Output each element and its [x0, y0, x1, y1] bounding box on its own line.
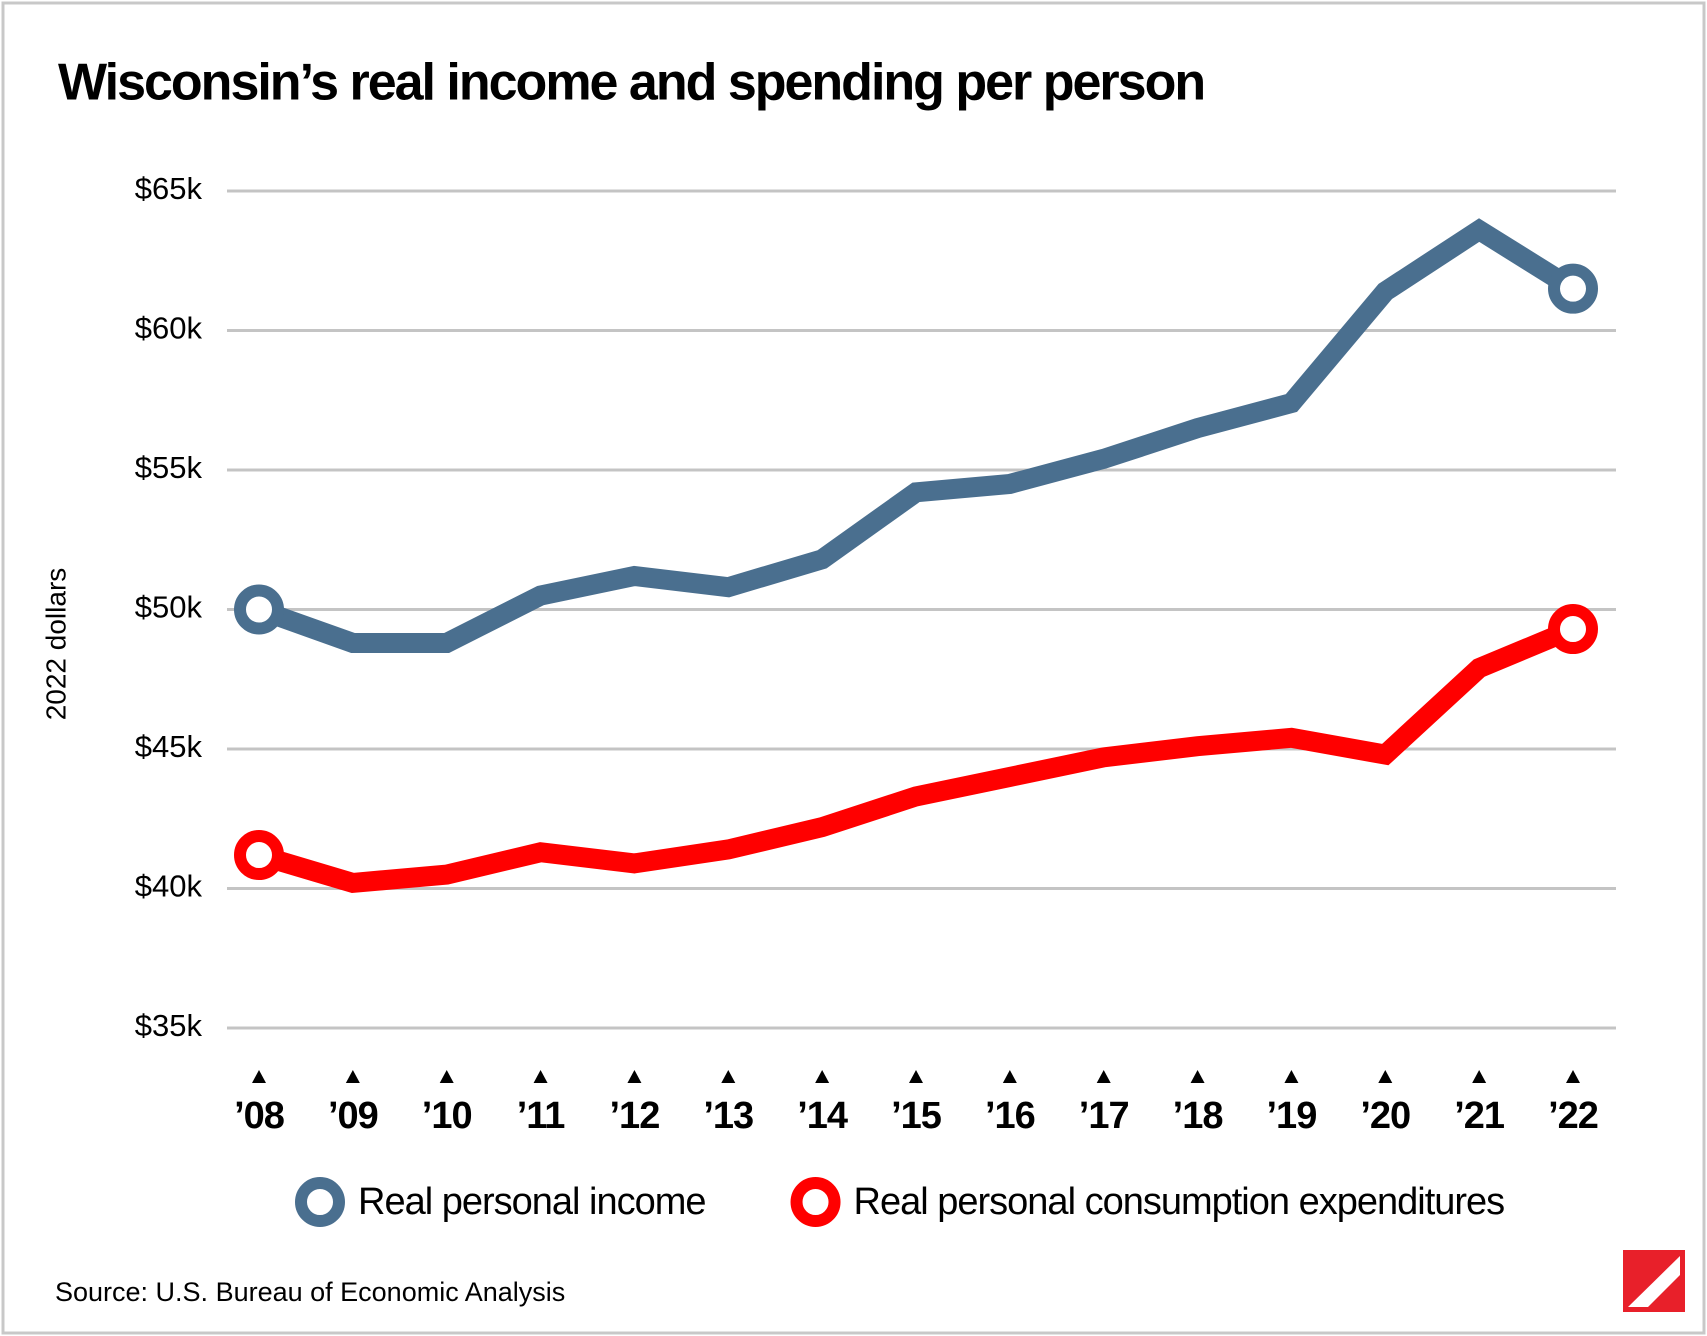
x-tick-label: ’15 [891, 1095, 942, 1137]
x-tick-label: ’17 [1079, 1095, 1129, 1137]
y-tick-label: $60k [135, 311, 203, 346]
line [255, 218, 1579, 653]
x-tick-label: ’12 [610, 1095, 660, 1137]
tick-triangle [1378, 1070, 1393, 1083]
x-tick-label: ’08 [234, 1095, 284, 1137]
tick-triangle [1284, 1070, 1299, 1083]
x-tick-label: ’11 [517, 1095, 566, 1137]
chart-title: Wisconsin’s real income and spending per… [58, 54, 1204, 112]
x-tick-label: ’22 [1548, 1095, 1598, 1137]
y-tick-label: $35k [135, 1008, 203, 1043]
tick-triangle [815, 1070, 830, 1083]
tick-triangle [1472, 1070, 1487, 1083]
line [256, 619, 1577, 894]
legend-marker [790, 1177, 841, 1227]
x-tick-label: ’20 [1360, 1095, 1410, 1137]
logo-shape [1628, 1256, 1680, 1307]
x-tick-label: ’10 [422, 1095, 472, 1137]
tick-triangle [1002, 1070, 1017, 1083]
x-tick-label: ’19 [1267, 1095, 1317, 1137]
tick-triangle [252, 1070, 266, 1083]
tick-triangle [345, 1070, 360, 1083]
x-tick-label: ’16 [985, 1095, 1035, 1137]
tick-triangle [1566, 1070, 1580, 1083]
logo [1623, 1250, 1685, 1312]
y-tick-label: $40k [135, 869, 203, 904]
x-tick-label: ’14 [797, 1095, 848, 1137]
y-tick-label: $45k [135, 729, 203, 764]
y-axis-label: 2022 dollars [40, 568, 71, 721]
tick-triangle [1096, 1070, 1111, 1083]
tick-triangle [533, 1070, 548, 1083]
tick-triangle [439, 1070, 454, 1083]
tick-triangle [721, 1070, 736, 1083]
source: Source: U.S. Bureau of Economic Analysis [55, 1277, 565, 1307]
x-tick-label: ’21 [1454, 1095, 1505, 1137]
legend-label: Real personal income [358, 1181, 706, 1223]
end-marker [234, 584, 284, 635]
end-marker [1548, 604, 1598, 655]
legend-marker [295, 1177, 345, 1227]
y-tick-label: $55k [135, 450, 203, 485]
end-marker [1548, 263, 1598, 314]
tick-triangle [627, 1070, 642, 1083]
y-tick-label: $65k [135, 171, 203, 206]
tick-triangle [909, 1070, 923, 1083]
legend-label: Real personal consumption expenditures [854, 1181, 1505, 1223]
y-tick-label: $50k [135, 590, 203, 625]
logo-box [1623, 1250, 1685, 1312]
x-tick-label: ’18 [1173, 1095, 1223, 1137]
end-marker [234, 830, 284, 881]
tick-triangle [1190, 1070, 1205, 1083]
x-tick-label: ’13 [703, 1095, 753, 1137]
x-tick-label: ’09 [328, 1095, 378, 1137]
